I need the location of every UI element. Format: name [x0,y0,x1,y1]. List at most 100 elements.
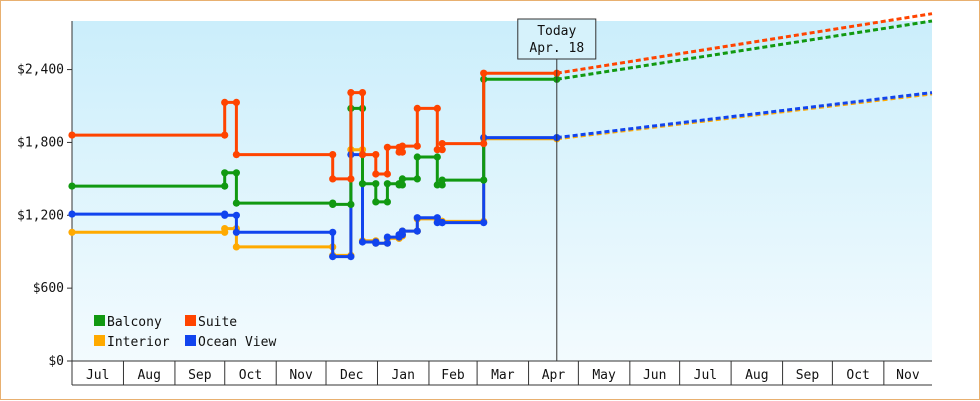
legend-swatch-balcony [94,315,105,326]
legend: Balcony Suite Interior Ocean View [94,315,276,350]
data-point-suite [438,146,446,154]
data-point-balcony [68,182,76,190]
data-point-suite [232,151,240,159]
data-point-suite [398,148,406,156]
legend-label-suite: Suite [198,315,237,330]
data-point-suite [329,175,337,183]
data-point-balcony [221,182,229,190]
data-point-suite [221,131,229,139]
data-point-suite [372,151,380,159]
data-point-interior [221,225,229,233]
today-marker: Today Apr. 18 [517,18,597,361]
data-point-interior [68,228,76,236]
today-date: Apr. 18 [529,41,584,56]
y-tick-label: $600 [33,281,64,296]
data-point-ocean-view [221,211,229,219]
x-tick-label: Nov [896,368,920,383]
x-tick-label: Sep [188,368,212,383]
data-point-balcony [347,200,355,208]
data-point-ocean-view [480,219,488,227]
data-point-balcony [358,180,367,188]
data-point-balcony [413,175,421,183]
x-tick-label: Aug [745,368,768,383]
data-point-suite [358,151,367,159]
x-tick-label: Oct [239,368,262,383]
x-axis: Jul Aug Sep Oct Nov Dec Jan Feb Mar Apr May Jun Jul A… [72,360,932,386]
y-tick-label: $1,800 [17,135,64,150]
data-point-suite [347,89,355,97]
data-point-suite [329,151,337,159]
y-tick-label: $1,200 [17,208,64,223]
data-point-ocean-view [68,210,76,218]
data-point-ocean-view [413,214,421,222]
data-point-ocean-view [358,238,367,246]
data-point-suite [383,170,391,178]
data-point-suite [480,69,488,77]
data-point-balcony [232,199,240,207]
x-tick-label: May [592,368,616,383]
data-point-ocean-view [232,211,240,219]
data-point-balcony [221,169,229,177]
y-tick-label: $0 [48,354,64,369]
data-point-ocean-view [329,228,337,236]
legend-swatch-ocean-view [185,335,196,346]
today-box [517,18,597,60]
legend-label-interior: Interior [107,335,170,350]
data-point-balcony [413,153,421,161]
x-tick-label: Apr [542,368,566,383]
data-point-suite [68,131,76,139]
x-tick-label: Oct [846,368,869,383]
data-point-suite [480,140,488,148]
x-tick-label: Mar [491,368,515,383]
data-point-ocean-view [383,233,391,241]
legend-label-balcony: Balcony [107,315,162,330]
data-point-suite [232,98,240,106]
data-point-ocean-view [329,253,337,261]
data-point-suite [413,104,421,112]
x-tick-label: Dec [340,368,363,383]
x-tick-label: Jun [643,368,666,383]
data-point-ocean-view [383,239,391,247]
data-point-balcony [398,175,406,183]
series-layer [68,12,933,261]
forecast-line-suite [556,12,933,75]
legend-swatch-interior [94,335,105,346]
data-point-suite [358,89,367,97]
data-point-balcony [372,180,380,188]
data-point-suite [221,98,229,106]
legend-label-ocean-view: Ocean View [198,335,276,350]
plot-background [72,21,932,361]
data-point-balcony [383,198,391,206]
data-point-suite [413,142,421,150]
data-point-balcony [398,181,406,189]
data-point-balcony [433,153,441,161]
data-point-suite [372,170,380,178]
data-point-ocean-view [347,253,355,261]
data-point-balcony [480,176,488,184]
data-point-balcony [438,176,446,184]
today-label: Today [537,24,576,39]
x-tick-label: Aug [137,368,160,383]
forecast-line-balcony [556,19,933,81]
forecast-line-ocean-view [556,91,933,140]
data-point-ocean-view [232,228,240,236]
x-tick-label: Jan [391,368,414,383]
data-point-suite [398,142,406,150]
y-tick-label: $2,400 [17,63,64,78]
data-point-ocean-view [372,239,380,247]
legend-swatch-suite [185,315,196,326]
y-axis: $0 $600 $1,200 $1,800 $2,400 [17,21,73,385]
x-tick-label: Jul [694,368,717,383]
data-point-ocean-view [398,227,406,235]
data-point-suite [383,143,391,151]
x-tick-label: Feb [441,368,465,383]
data-point-balcony [372,198,380,206]
data-point-suite [433,104,441,112]
data-point-balcony [232,169,240,177]
data-point-ocean-view [438,219,446,227]
x-tick-label: Jul [86,368,109,383]
data-point-suite [438,140,446,148]
x-tick-label: Nov [289,368,313,383]
